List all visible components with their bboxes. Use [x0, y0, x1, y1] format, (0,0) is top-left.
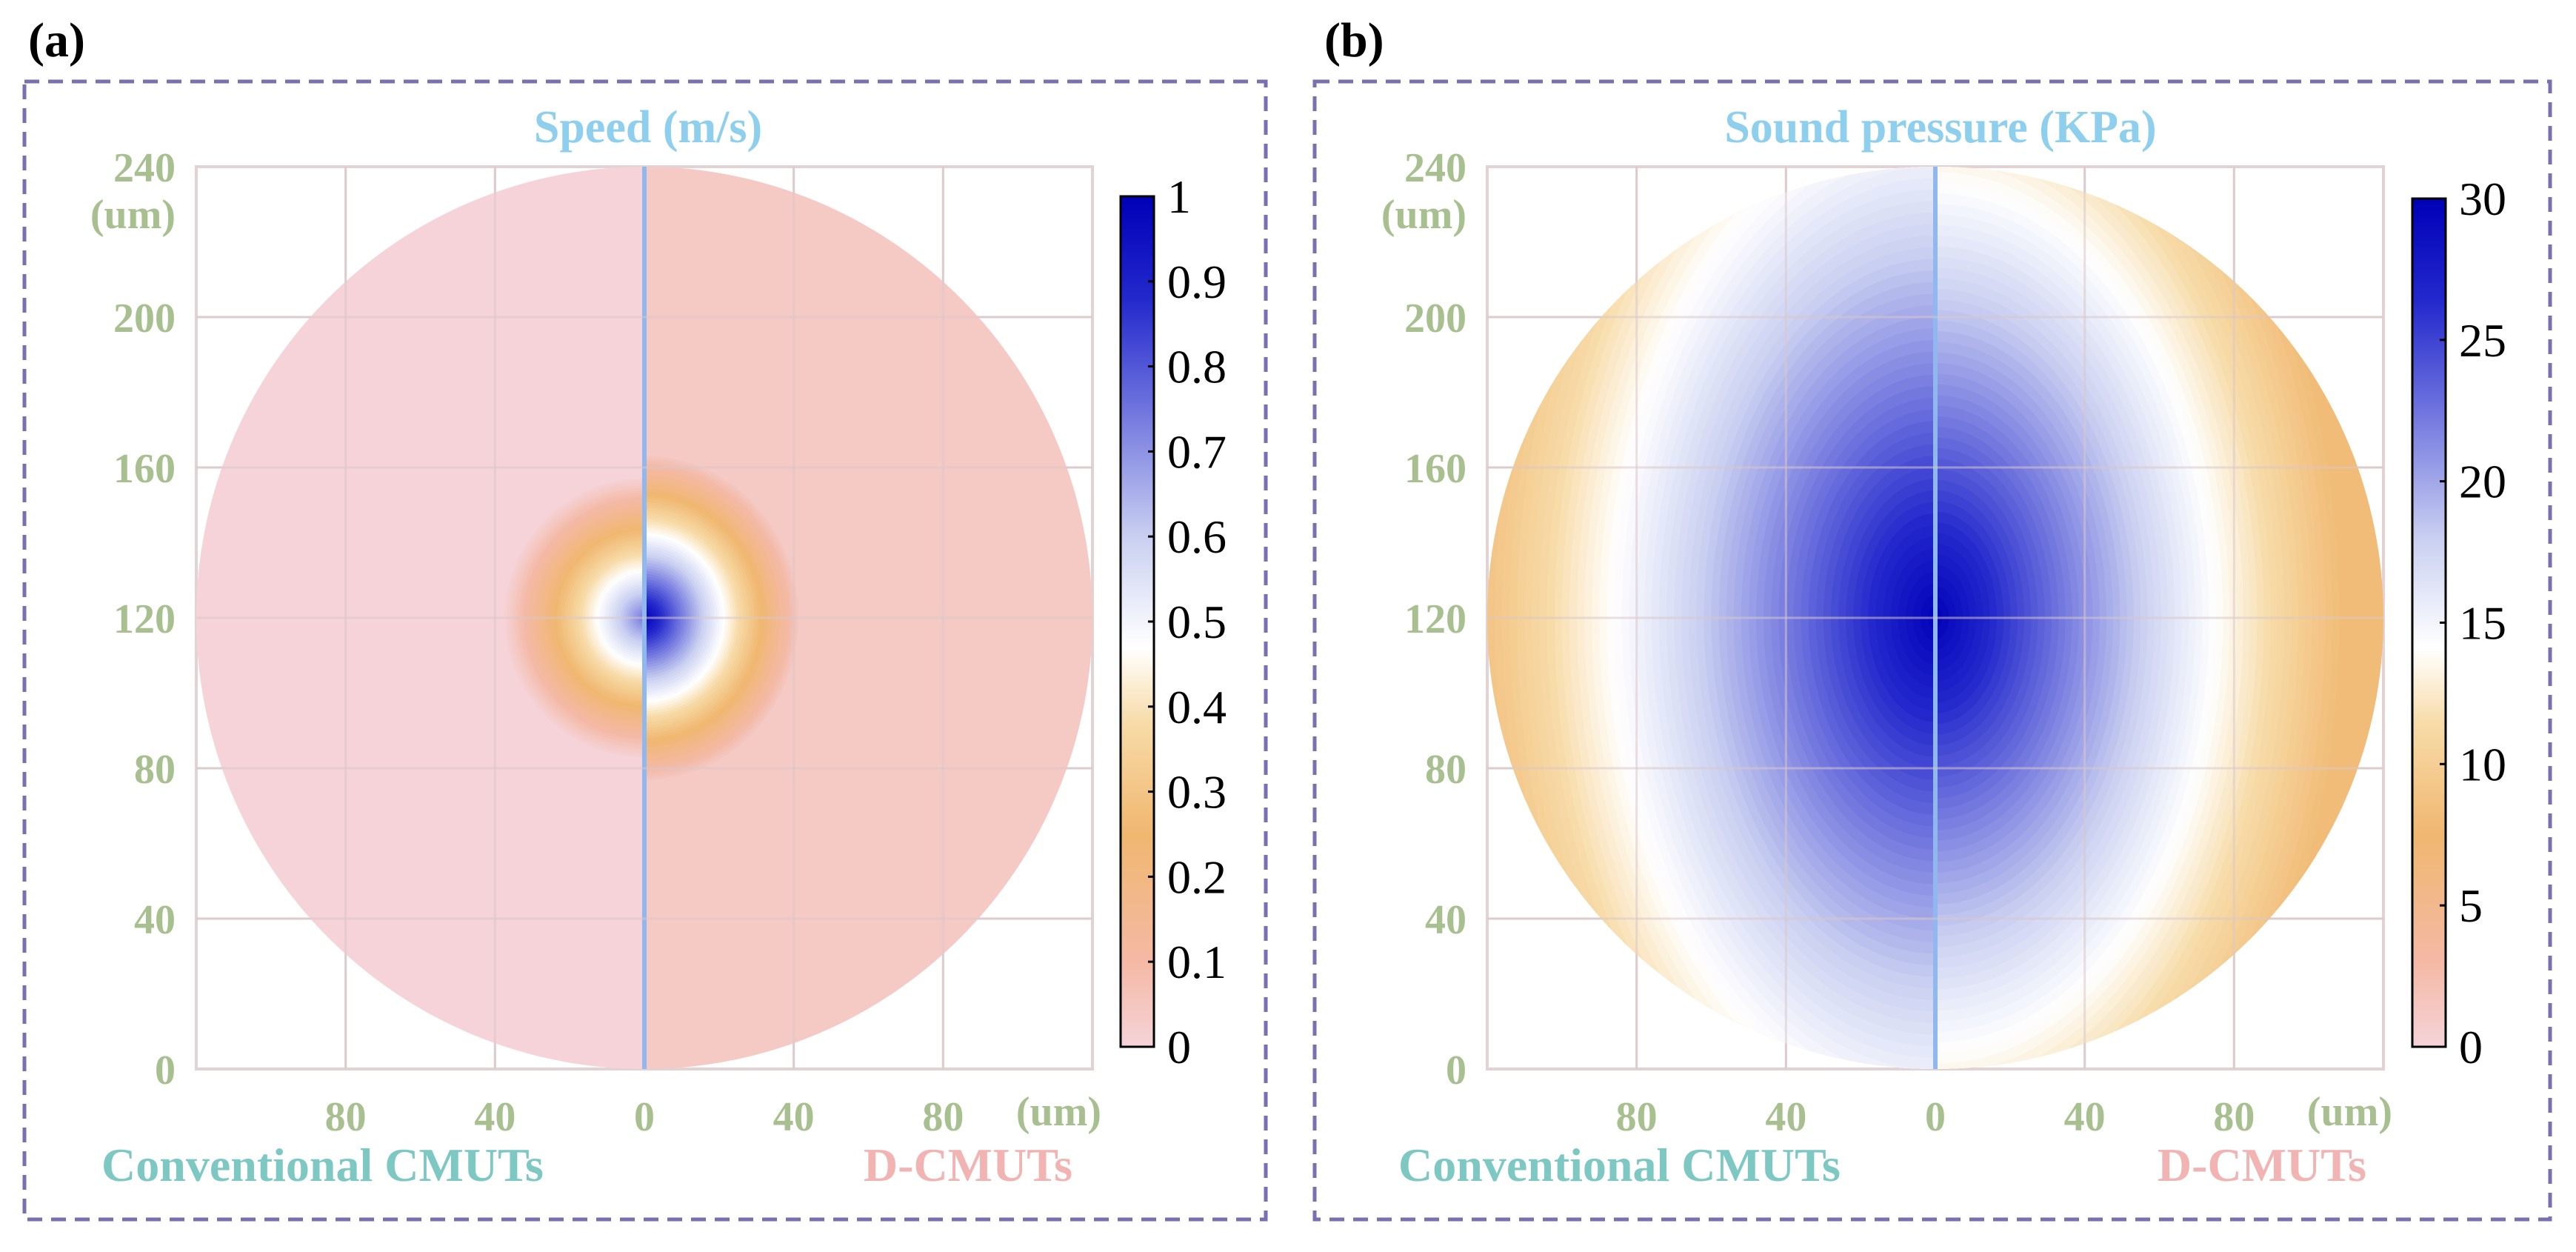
y-tick-label: 40	[134, 897, 176, 943]
y-tick-label: 240	[113, 145, 176, 191]
x-tick-label: 80	[922, 1094, 964, 1140]
y-unit-label: (um)	[1381, 192, 1466, 238]
x-tick-label: 40	[2064, 1094, 2106, 1140]
panel-a-left-label: Conventional CMUTs	[101, 1139, 544, 1191]
x-tick-label: 40	[773, 1094, 815, 1140]
panel-b-right-label: D-CMUTs	[2158, 1139, 2366, 1191]
x-tick-label: 0	[634, 1094, 655, 1140]
x-tick-label: 40	[474, 1094, 515, 1140]
y-tick-label: 120	[1404, 596, 1466, 642]
y-tick-label: 0	[1446, 1048, 1466, 1093]
y-tick-label: 200	[1404, 296, 1466, 342]
y-unit-label: (um)	[90, 192, 176, 238]
x-unit-label: (um)	[1016, 1089, 1101, 1135]
colorbar-tick-label: 1	[1167, 170, 1191, 223]
colorbar-tick-label: 0.8	[1167, 341, 1227, 393]
panel-a-right-label: D-CMUTs	[864, 1139, 1072, 1191]
panel-b-title: Sound pressure (KPa)	[1724, 102, 2156, 153]
colorbar-tick-label: 0.3	[1167, 766, 1227, 819]
y-tick-label: 160	[113, 446, 176, 492]
x-unit-label: (um)	[2307, 1089, 2392, 1135]
colorbar-tick-label: 0.5	[1167, 596, 1227, 648]
panel-b-label: (b)	[1324, 13, 1384, 67]
colorbar-tick-label: 0.9	[1167, 256, 1227, 308]
colorbar-tick-label: 0.7	[1167, 425, 1227, 478]
y-tick-label: 80	[134, 747, 176, 793]
y-tick-label: 120	[113, 596, 176, 642]
x-tick-label: 80	[1616, 1094, 1658, 1140]
colorbar-tick-label: 0	[1167, 1021, 1191, 1073]
panel-a-title: Speed (m/s)	[534, 102, 762, 153]
colorbar-tick-label: 0.6	[1167, 510, 1227, 563]
y-tick-label: 80	[1425, 747, 1466, 793]
colorbar-tick-label: 15	[2459, 597, 2506, 650]
colorbar-tick-label: 0.4	[1167, 681, 1227, 733]
colorbar-tick-label: 0.2	[1167, 850, 1227, 903]
panel-a-colorbar: 0 0.1 0.2 0.3 0.4 0.5 0.6 0.7 0.8 0.9 1	[1119, 170, 1227, 1073]
y-tick-label: 200	[113, 296, 176, 342]
colorbar-tick-label: 30	[2459, 173, 2506, 225]
colorbar-tick-label: 0	[2459, 1021, 2483, 1073]
colorbar-tick-label: 5	[2459, 879, 2483, 932]
x-tick-label: 80	[325, 1094, 367, 1140]
panel-b-colorbar: 0 5 10 15 20 25 30	[2411, 173, 2506, 1073]
panel-b: (b) Sound pressure (KPa) 040801201602002…	[1312, 13, 2552, 1222]
panel-a-frame	[22, 79, 1268, 1222]
panel-a-label: (a)	[28, 13, 85, 67]
x-tick-label: 40	[1765, 1094, 1806, 1140]
x-tick-label: 0	[1925, 1094, 1946, 1140]
y-tick-label: 160	[1404, 446, 1466, 492]
colorbar-tick-label: 0.1	[1167, 936, 1227, 988]
y-tick-label: 40	[1425, 897, 1466, 943]
y-tick-label: 240	[1404, 145, 1466, 191]
colorbar-tick-label: 20	[2459, 456, 2506, 508]
colorbar-tick-label: 25	[2459, 314, 2506, 367]
y-tick-label: 0	[155, 1048, 176, 1093]
colorbar-gradient	[1119, 195, 1155, 1048]
panel-b-frame	[1312, 79, 2552, 1222]
x-tick-label: 80	[2213, 1094, 2255, 1140]
colorbar-tick-label: 10	[2459, 738, 2506, 790]
panel-b-left-label: Conventional CMUTs	[1398, 1139, 1841, 1191]
